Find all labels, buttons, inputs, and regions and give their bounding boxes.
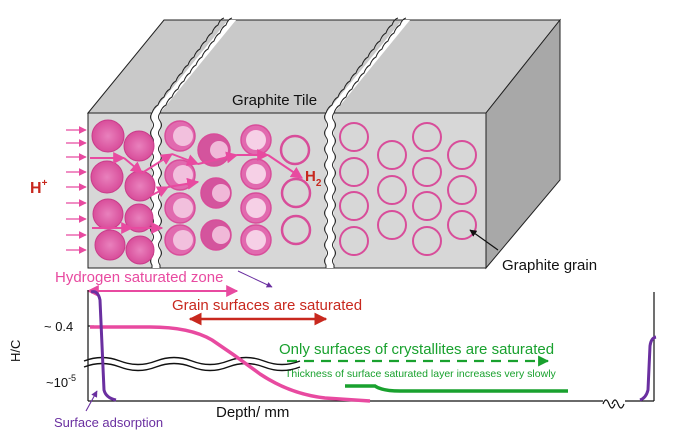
grains-unsaturated: [339, 122, 477, 256]
crystallite-profile-curve: [345, 384, 568, 393]
graphite-tile-label: Graphite Tile: [232, 92, 317, 109]
grain: [91, 119, 125, 153]
grain: [125, 235, 155, 265]
grain: [412, 226, 442, 256]
grain: [94, 229, 126, 261]
hydrogen-saturated-zone-label: Hydrogen saturated zone: [55, 269, 223, 286]
h2-label: H2: [305, 168, 322, 189]
y-axis-label: H/C: [8, 340, 23, 362]
grain: [339, 226, 369, 256]
thickness-note: Thickness of surface saturated layer inc…: [285, 368, 557, 380]
x-axis-label: Depth/ mm: [216, 404, 289, 421]
grain: [447, 210, 477, 240]
grain: [90, 160, 124, 194]
surface-adsorption-label: Surface adsorption: [54, 415, 163, 430]
grain: [447, 140, 477, 170]
grains-surface-saturated: [164, 120, 312, 256]
tile-cracks: [150, 17, 410, 268]
grain: [447, 175, 477, 205]
grain: [412, 191, 442, 221]
y-tick-low: ~10-5: [46, 373, 76, 390]
diffusion-paths: [90, 149, 303, 234]
grain-pointer: [469, 229, 499, 251]
surface-adsorption-pointer: [85, 390, 98, 412]
grain: [280, 214, 312, 246]
x-axis-break: [602, 399, 625, 409]
grain: [339, 122, 369, 152]
grain: [377, 210, 407, 240]
y-tick-high: ~ 0.4: [44, 319, 73, 334]
zone-pointer: [237, 270, 273, 288]
grain: [412, 157, 442, 187]
grain-surfaces-label: Grain surfaces are saturated: [172, 297, 362, 314]
grain: [339, 157, 369, 187]
h-plus-label: H+: [30, 178, 48, 197]
y-axis-break: [83, 356, 301, 372]
grain: [279, 134, 311, 166]
grain: [339, 191, 369, 221]
tile-top-face: [86, 19, 562, 114]
h-plus-arrows: [66, 126, 87, 254]
surface-adsorption-curve: [90, 290, 117, 402]
grain: [280, 177, 312, 209]
right-surface-curve: [639, 335, 657, 402]
graphite-grain-label: Graphite grain: [502, 257, 597, 274]
grains-saturated: [90, 119, 156, 265]
grain: [377, 140, 407, 170]
crystallites-label: Only surfaces of crystallites are satura…: [279, 341, 554, 358]
grain: [92, 198, 124, 230]
grain: [377, 175, 407, 205]
grain: [123, 130, 155, 162]
grain: [412, 122, 442, 152]
hydrogen-profile-curve: [90, 325, 371, 403]
